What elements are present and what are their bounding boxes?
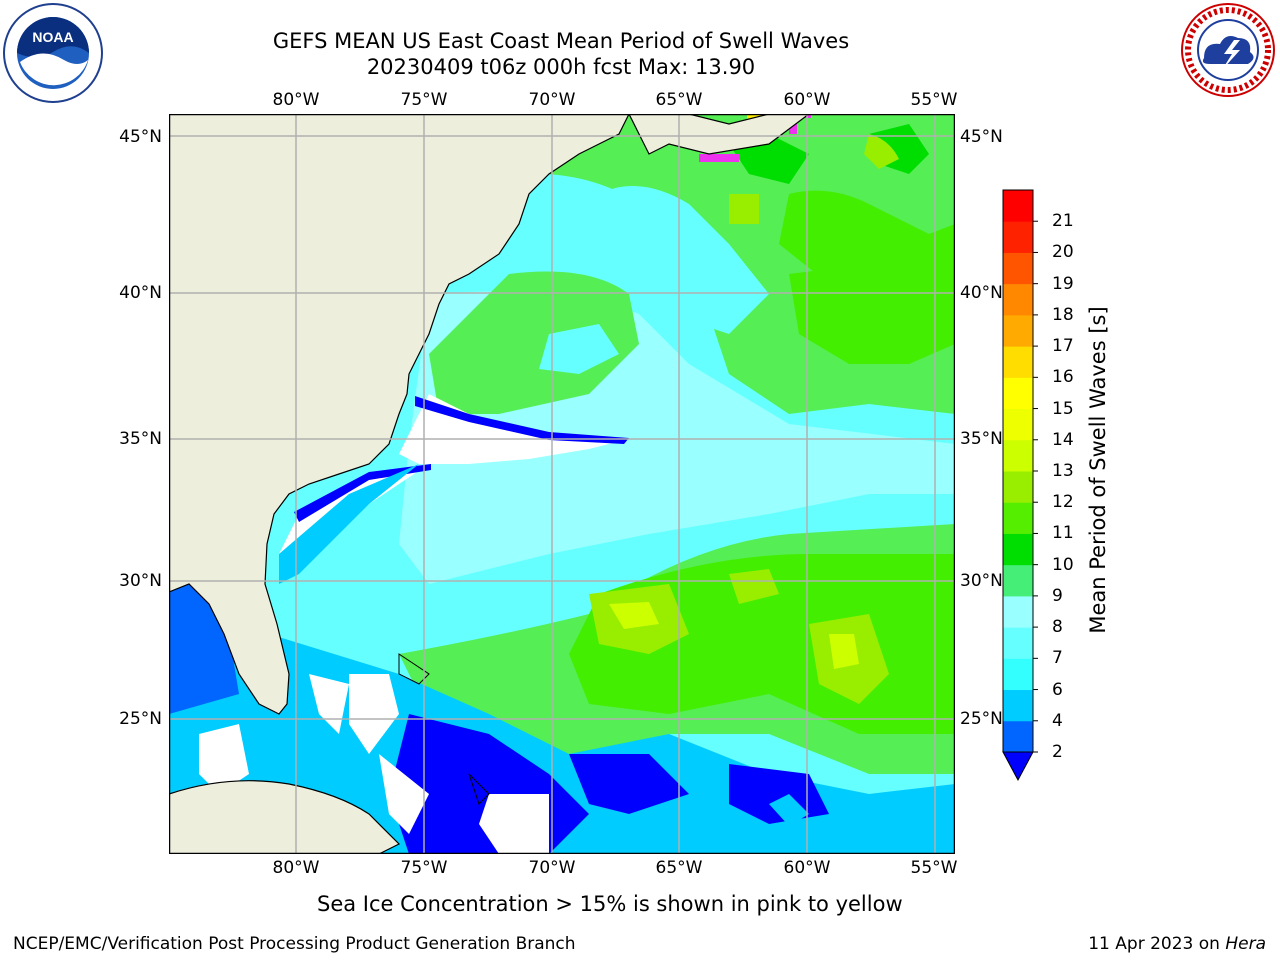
colorbar-extension — [1002, 751, 1034, 782]
land-nova-scotia — [628, 114, 810, 155]
colorbar-bin — [1003, 439, 1033, 472]
lon-tick-bottom-2: 75°W — [400, 858, 448, 878]
lon-tick-top-2: 75°W — [400, 90, 448, 110]
lon-tick-top-3: 70°W — [528, 90, 576, 110]
colorbar-bin — [1003, 283, 1033, 316]
lon-tick-bottom-6: 55°W — [910, 858, 958, 878]
noaa-logo: NOAA — [3, 3, 103, 103]
colorbar-tick-label: 13 — [1052, 461, 1074, 481]
lat-tick-right-1: 45°N — [960, 127, 1003, 147]
colorbar-bin — [1003, 408, 1033, 441]
colorbar-tick-label: 14 — [1052, 429, 1074, 450]
chart-subtitle: 20230409 t06z 000h fcst Max: 13.90 — [366, 55, 756, 79]
lat-tick-left-3: 35°N — [119, 429, 162, 449]
colorbar-tick-label: 20 — [1052, 242, 1074, 263]
colorbar-tick-label: 16 — [1052, 367, 1074, 388]
colorbar-bin — [1003, 533, 1033, 566]
land-cuba — [169, 780, 401, 854]
noaa-logo-text: NOAA — [32, 29, 73, 45]
colorbar-bin — [1003, 377, 1033, 410]
colorbar-tick-label: 21 — [1052, 211, 1074, 232]
colorbar-tick-label: 10 — [1052, 554, 1074, 575]
lat-tick-left-5: 25°N — [119, 709, 162, 729]
lon-tick-bottom-4: 65°W — [655, 858, 703, 878]
colorbar-tick-label: 18 — [1052, 304, 1074, 325]
colorbar-tick-label: 11 — [1052, 523, 1074, 544]
footer-machine: Hera — [1225, 934, 1266, 954]
colorbar-tick-label: 12 — [1052, 492, 1074, 513]
lon-tick-bottom-3: 70°W — [528, 858, 576, 878]
colorbar — [1002, 189, 1038, 782]
lat-tick-right-2: 40°N — [960, 283, 1003, 303]
graticule — [169, 114, 955, 854]
sea-ice-note: Sea Ice Concentration > 15% is shown in … — [317, 892, 903, 916]
colorbar-bin — [1003, 658, 1033, 691]
colorbar-tick-label: 19 — [1052, 273, 1074, 294]
lat-tick-left-2: 40°N — [119, 283, 162, 303]
lon-tick-bottom-5: 60°W — [783, 858, 831, 878]
colorbar-tick-label: 9 — [1052, 585, 1063, 606]
colorbar-tick-label: 17 — [1052, 336, 1074, 357]
colorbar-bin — [1003, 314, 1033, 347]
map-field — [169, 114, 955, 854]
colorbar-bin — [1003, 595, 1033, 628]
colorbar-bin — [1003, 720, 1033, 753]
colorbar-bin — [1003, 252, 1033, 285]
land-north-america — [169, 114, 630, 715]
colorbar-bin — [1003, 190, 1033, 222]
lat-tick-right-3: 35°N — [960, 429, 1003, 449]
colorbar-tick-label: 4 — [1052, 710, 1063, 731]
nws-logo — [1181, 3, 1275, 97]
colorbar-label: Mean Period of Swell Waves [s] — [1086, 306, 1110, 634]
lat-tick-right-4: 30°N — [960, 571, 1003, 591]
lon-tick-top-5: 60°W — [783, 90, 831, 110]
colorbar-tick-label: 7 — [1052, 648, 1063, 669]
footer-date-text: 11 Apr 2023 on — [1088, 934, 1226, 954]
colorbar-tick-label: 15 — [1052, 398, 1074, 419]
swell-period-map — [169, 114, 955, 854]
colorbar-tick-label: 2 — [1052, 742, 1063, 762]
lat-tick-left-1: 45°N — [119, 127, 162, 147]
colorbar-bin — [1003, 564, 1033, 597]
lat-tick-left-4: 30°N — [119, 571, 162, 591]
colorbar-tick-label: 6 — [1052, 679, 1063, 700]
chart-title: GEFS MEAN US East Coast Mean Period of S… — [272, 29, 850, 53]
colorbar-tick-label: 8 — [1052, 617, 1063, 638]
lat-tick-right-5: 25°N — [960, 709, 1003, 729]
footer-credit: NCEP/EMC/Verification Post Processing Pr… — [13, 934, 576, 954]
colorbar-bin — [1003, 471, 1033, 503]
lon-tick-bottom-1: 80°W — [272, 858, 320, 878]
colorbar-bin — [1003, 627, 1033, 659]
colorbar-bin — [1003, 502, 1033, 534]
lon-tick-top-4: 65°W — [655, 90, 703, 110]
lon-tick-top-1: 80°W — [272, 90, 320, 110]
footer-date: 11 Apr 2023 on Hera — [1088, 934, 1266, 954]
colorbar-bin — [1003, 346, 1033, 378]
colorbar-bin — [1003, 221, 1033, 253]
colorbar-bin — [1003, 689, 1033, 722]
map-frame — [169, 114, 955, 854]
lon-tick-top-6: 55°W — [910, 90, 958, 110]
